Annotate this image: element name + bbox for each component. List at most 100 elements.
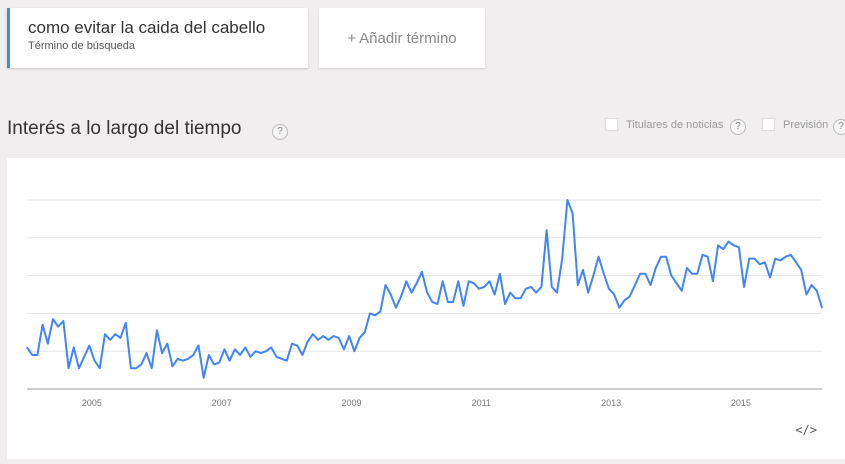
data-point (597, 256, 600, 258)
data-point (520, 297, 522, 299)
data-point (748, 257, 750, 260)
x-tick-label: 2005 (82, 398, 102, 408)
forecast-option[interactable]: Previsión (762, 118, 828, 131)
data-point (145, 352, 148, 354)
data-point (655, 267, 657, 269)
data-point (800, 269, 802, 271)
x-tick-label: 2011 (472, 398, 491, 408)
data-point (483, 286, 485, 288)
data-point (577, 284, 579, 286)
data-point (447, 301, 449, 303)
data-point (608, 288, 610, 290)
data-point (99, 367, 101, 369)
data-point (613, 293, 615, 296)
data-point (712, 280, 714, 282)
data-point (296, 344, 298, 347)
data-point (779, 259, 782, 262)
data-point (125, 322, 127, 324)
data-point (753, 257, 756, 260)
news-headlines-checkbox[interactable] (605, 118, 618, 131)
data-point (426, 292, 428, 294)
data-point (249, 356, 252, 358)
data-point (327, 339, 329, 341)
help-icon[interactable]: ? (272, 124, 288, 140)
data-point (197, 344, 200, 347)
search-term-title[interactable]: como evitar la caida del cabello (28, 18, 266, 37)
data-point (629, 295, 631, 297)
data-point (156, 329, 158, 332)
data-point (384, 284, 387, 286)
data-point (514, 297, 517, 299)
line-chart: 2005 2007 2009 2011 2013 2015 (26, 199, 823, 408)
data-point (733, 244, 735, 246)
data-point (701, 254, 704, 256)
data-point (192, 354, 194, 356)
data-point (530, 286, 532, 288)
data-point (675, 282, 678, 284)
forecast-label: Previsión (783, 118, 829, 131)
data-point (623, 299, 626, 301)
data-point (644, 273, 646, 275)
data-point (556, 292, 558, 294)
data-point (410, 292, 413, 294)
data-point (244, 346, 246, 349)
data-point (52, 318, 54, 320)
data-point (182, 360, 184, 362)
data-point (73, 346, 75, 349)
news-help-icon[interactable]: ? (730, 119, 746, 135)
data-point (442, 280, 444, 282)
data-point (790, 254, 792, 256)
data-point (57, 326, 59, 328)
data-point (166, 343, 168, 345)
data-point (540, 286, 543, 288)
data-point (603, 273, 605, 275)
data-point (67, 367, 70, 369)
data-point (551, 286, 553, 288)
data-point (36, 354, 38, 356)
x-tick-label: 2015 (731, 398, 751, 408)
data-point (31, 354, 33, 356)
data-point (811, 284, 813, 286)
data-point (255, 350, 257, 352)
series-line (26, 199, 823, 379)
data-point (592, 275, 594, 277)
data-point (348, 335, 350, 337)
search-term-card[interactable]: como evitar la caida del cabello Término… (7, 8, 308, 68)
data-point (494, 293, 496, 296)
data-point (203, 377, 205, 379)
data-point (364, 331, 366, 333)
add-term-button[interactable]: + Añadir término (319, 8, 485, 68)
data-point (62, 320, 64, 322)
data-point (805, 293, 808, 296)
data-point (135, 367, 137, 369)
embed-code-icon[interactable]: </> (795, 423, 817, 437)
data-point (161, 352, 163, 354)
data-point (764, 261, 766, 263)
data-point (343, 348, 345, 350)
data-point (821, 307, 823, 309)
data-point (270, 346, 272, 349)
data-point (566, 199, 568, 201)
forecast-help-icon[interactable]: ? (833, 119, 845, 135)
data-point (649, 284, 652, 286)
data-point (369, 312, 371, 314)
x-tick-label: 2007 (212, 398, 232, 408)
data-point (208, 354, 210, 356)
data-point (634, 284, 636, 286)
data-point (130, 367, 132, 369)
data-point (275, 356, 278, 358)
data-point (26, 346, 28, 349)
data-point (665, 256, 667, 258)
data-point (151, 367, 153, 369)
data-point (468, 280, 470, 282)
x-tick-label: 2013 (601, 398, 621, 408)
news-headlines-option[interactable]: Titulares de noticias (605, 118, 723, 131)
data-point (286, 360, 288, 362)
data-point (47, 343, 49, 345)
data-point (338, 337, 340, 339)
forecast-checkbox[interactable] (762, 118, 775, 131)
data-point (462, 305, 465, 307)
data-point (499, 273, 501, 275)
data-point (140, 363, 142, 366)
data-point (525, 288, 527, 290)
